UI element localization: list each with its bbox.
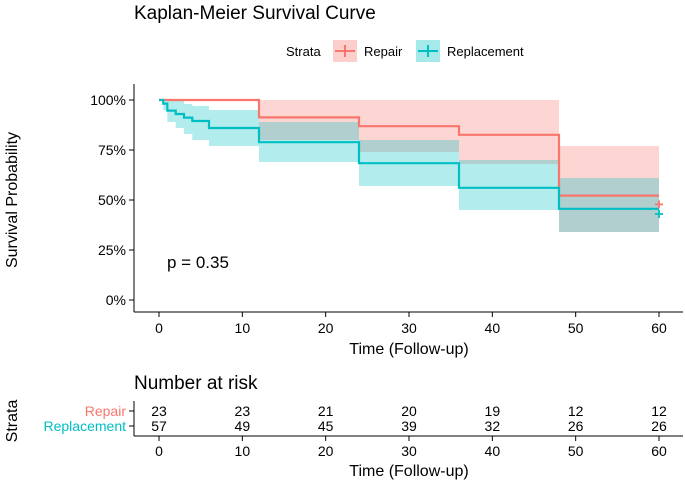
- x-axis-title: Time (Follow-up): [349, 341, 468, 358]
- risk-table-title: Number at risk: [134, 373, 258, 394]
- risk-count: 23: [151, 403, 167, 419]
- ci-band-repair: [159, 100, 659, 232]
- risk-x-tick-label: 40: [485, 443, 501, 459]
- x-tick-label: 60: [651, 320, 667, 336]
- x-tick-label: 30: [401, 320, 417, 336]
- risk-x-tick-label: 10: [235, 443, 251, 459]
- ci-band-replacement: [159, 100, 659, 232]
- p-value-annotation: p = 0.35: [167, 253, 229, 272]
- risk-count: 57: [151, 418, 167, 434]
- risk-x-tick-label: 50: [568, 443, 584, 459]
- survival-curves: [159, 98, 659, 210]
- risk-x-tick-label: 60: [651, 443, 667, 459]
- x-tick-label: 20: [318, 320, 334, 336]
- x-tick-label: 10: [235, 320, 251, 336]
- chart-title: Kaplan-Meier Survival Curve: [134, 3, 376, 24]
- risk-count: 32: [485, 418, 501, 434]
- risk-count: 21: [318, 403, 334, 419]
- risk-count: 39: [401, 418, 417, 434]
- legend-label-repair: Repair: [364, 44, 403, 59]
- y-tick-label: 75%: [98, 142, 126, 158]
- censor-mark-replacement: [655, 210, 663, 218]
- y-axis-title: Survival Probability: [4, 132, 21, 268]
- censor-marks: [655, 200, 663, 218]
- survival-curve-repair: [159, 98, 659, 197]
- risk-table-y-title: Strata: [4, 400, 21, 443]
- risk-x-axis-title: Time (Follow-up): [349, 463, 468, 480]
- x-tick-label: 50: [568, 320, 584, 336]
- risk-x-tick-label: 30: [401, 443, 417, 459]
- y-tick-label: 0%: [106, 292, 126, 308]
- ci-bands: [159, 100, 659, 232]
- risk-table: Repair 23 23 21 20 19 12 12 Replacement 57 49 45 39 3…: [44, 403, 667, 434]
- x-ticks: 0 10 20 30 40 50 60: [155, 312, 667, 336]
- y-ticks: 0% 25% 50% 75% 100%: [90, 92, 134, 308]
- risk-count: 45: [318, 418, 334, 434]
- x-tick-label: 0: [155, 320, 163, 336]
- risk-count: 26: [651, 418, 667, 434]
- risk-strata-label-replacement: Replacement: [44, 418, 127, 434]
- risk-count: 20: [401, 403, 417, 419]
- y-tick-label: 50%: [98, 192, 126, 208]
- legend: Strata Repair Replacement: [286, 40, 524, 62]
- risk-x-tick-label: 20: [318, 443, 334, 459]
- risk-strata-label-repair: Repair: [85, 403, 127, 419]
- risk-x-tick-label: 0: [155, 443, 163, 459]
- legend-label-replacement: Replacement: [447, 44, 524, 59]
- risk-x-ticks: 0 10 20 30 40 50 60: [155, 436, 667, 459]
- y-tick-label: 100%: [90, 92, 126, 108]
- risk-count: 49: [235, 418, 251, 434]
- risk-count: 19: [485, 403, 501, 419]
- risk-count: 26: [568, 418, 584, 434]
- legend-title: Strata: [286, 44, 321, 59]
- survival-curve-replacement: [159, 98, 659, 210]
- y-tick-label: 25%: [98, 242, 126, 258]
- risk-count: 23: [235, 403, 251, 419]
- x-tick-label: 40: [485, 320, 501, 336]
- risk-count: 12: [568, 403, 584, 419]
- risk-count: 12: [651, 403, 667, 419]
- censor-mark-repair: [655, 200, 663, 209]
